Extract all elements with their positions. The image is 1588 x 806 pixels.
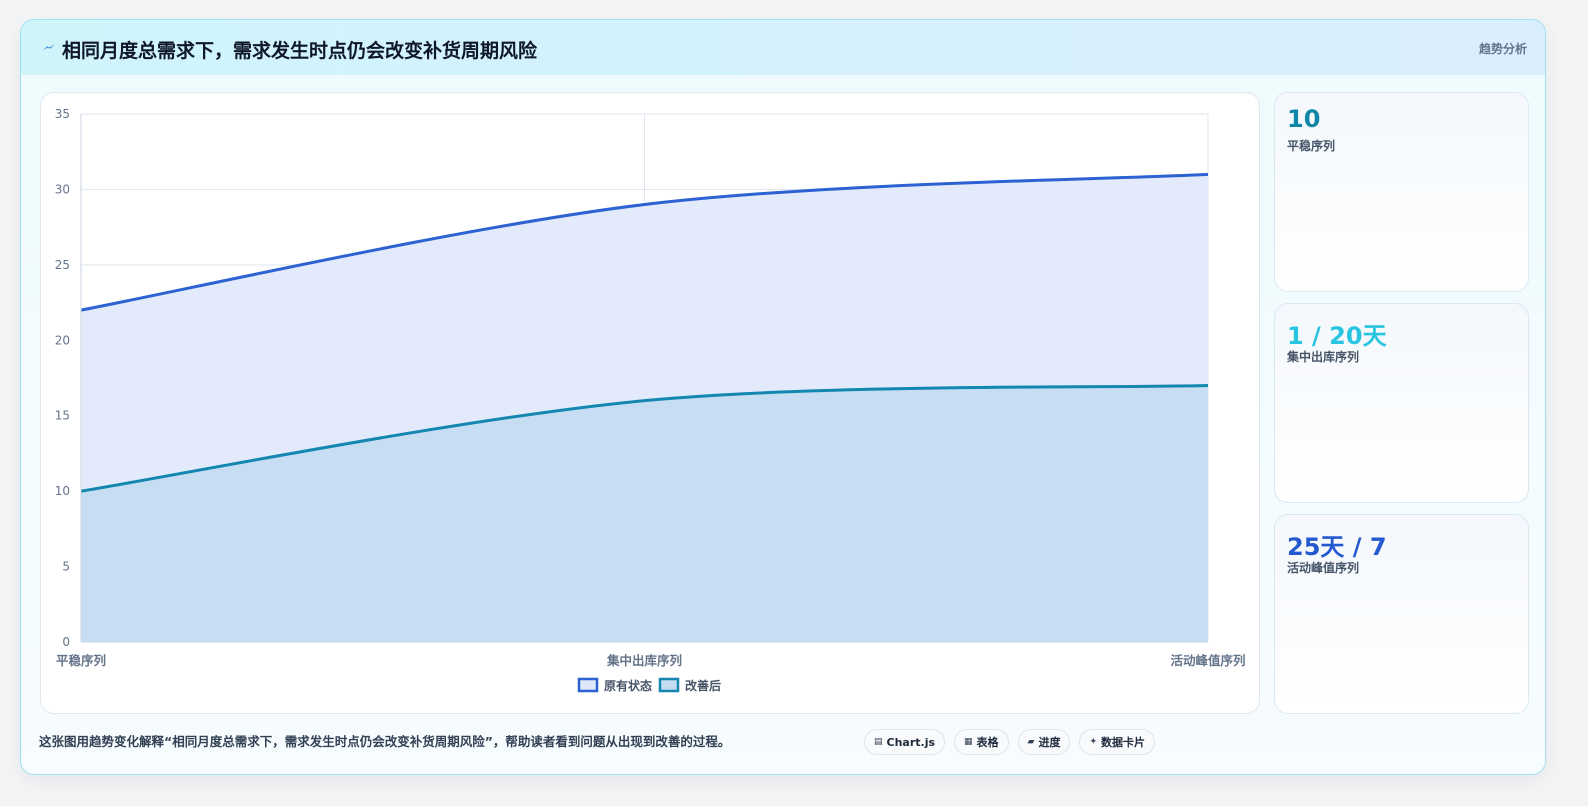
x-tick-label: 活动峰值序列 <box>1170 653 1245 668</box>
table-icon: ▦ <box>964 737 973 747</box>
stat-label: 活动峰值序列 <box>1287 561 1360 575</box>
chart-description: 这张图用趋势变化解释“相同月度总需求下，需求发生时点仍会改变补货周期风险”，帮助… <box>39 734 731 749</box>
series-line-1 <box>80 172 1209 312</box>
category-tag: 趋势分析 <box>1478 42 1527 56</box>
chart-icon: ▤ <box>874 737 883 747</box>
y-tick-label: 30 <box>55 182 70 196</box>
legend-label: 改善后 <box>685 678 721 693</box>
lightning-icon <box>43 44 55 50</box>
y-tick-label: 35 <box>55 107 70 121</box>
series-area-2 <box>81 385 1208 642</box>
card-header: 相同月度总需求下，需求发生时点仍会改变补货周期风险 趋势分析 <box>21 20 1545 75</box>
stat-value: 1 / 20天 <box>1287 322 1387 350</box>
chart-card: 相同月度总需求下，需求发生时点仍会改变补货周期风险 趋势分析 0 5 10 15 20 2… <box>20 19 1546 775</box>
y-tick-label: 20 <box>55 333 70 347</box>
pill-label: 进度 <box>1038 736 1061 749</box>
legend-swatch <box>658 677 680 693</box>
x-tick-label: 集中出库序列 <box>606 653 682 668</box>
y-tick-label: 10 <box>55 484 70 498</box>
pill-table[interactable]: ▦ 表格 <box>954 729 1009 755</box>
stat-label: 平稳序列 <box>1287 139 1336 153</box>
y-tick-label: 25 <box>55 258 70 272</box>
stat-card-1: 10 平稳序列 <box>1274 92 1529 292</box>
stat-value: 25天 / 7 <box>1287 533 1387 561</box>
pill-label: 数据卡片 <box>1101 736 1146 749</box>
stat-label: 集中出库序列 <box>1287 350 1360 364</box>
pill-progress[interactable]: ▰ 进度 <box>1017 729 1071 755</box>
page-title: 相同月度总需求下，需求发生时点仍会改变补货周期风险 <box>62 40 538 62</box>
legend-swatch <box>577 677 599 693</box>
x-tick-label: 平稳序列 <box>56 653 106 668</box>
chart-panel: 0 5 10 15 20 25 30 35 平稳序列 集中出库序列 活动峰值序列原有状态 改善后 <box>40 92 1260 714</box>
pill-chartjs[interactable]: ▤ Chart.js <box>864 729 946 755</box>
stat-card-3: 25天 / 7 活动峰值序列 <box>1274 514 1529 714</box>
pill-data-cards[interactable]: ✦ 数据卡片 <box>1079 729 1156 755</box>
series-line-2 <box>80 384 1209 493</box>
y-tick-label: 5 <box>62 560 70 574</box>
y-tick-label: 15 <box>55 409 70 423</box>
pill-label: 表格 <box>976 736 999 749</box>
card-icon: ✦ <box>1089 737 1098 747</box>
stat-value: 10 <box>1287 105 1321 133</box>
legend-label: 原有状态 <box>604 678 652 693</box>
stat-card-2: 1 / 20天 集中出库序列 <box>1274 303 1529 503</box>
pill-label: Chart.js <box>886 735 936 749</box>
feature-pills: ▤ Chart.js ▦ 表格 ▰ 进度 ✦ 数据卡片 <box>864 729 1156 755</box>
y-tick-label: 0 <box>62 635 70 649</box>
progress-icon: ▰ <box>1027 737 1035 747</box>
